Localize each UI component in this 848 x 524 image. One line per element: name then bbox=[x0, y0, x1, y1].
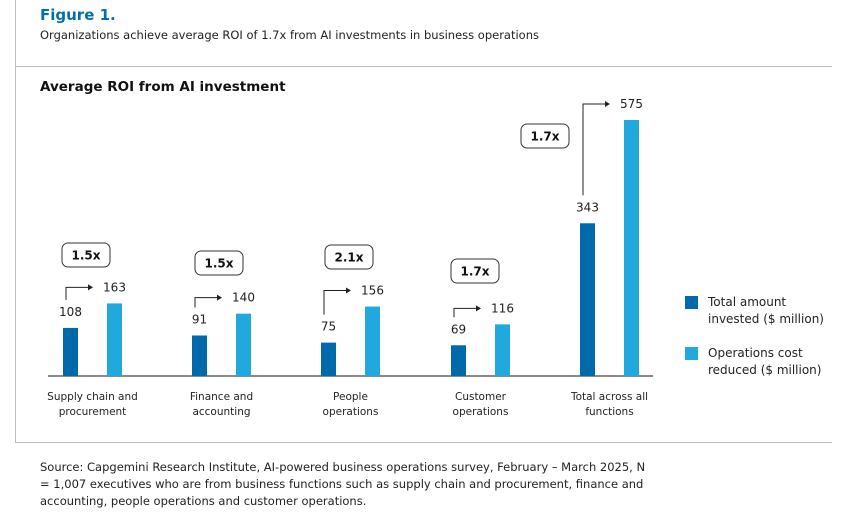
bar-reduced bbox=[365, 306, 380, 376]
roi-arrow bbox=[323, 290, 346, 315]
category-label: operations bbox=[323, 406, 379, 418]
source-note: Source: Capgemini Research Institute, AI… bbox=[40, 460, 646, 508]
legend-label: Total amount bbox=[708, 295, 787, 309]
arrow-head-icon bbox=[346, 287, 351, 294]
bar-invested bbox=[451, 345, 466, 376]
category-label: functions bbox=[585, 406, 633, 418]
left-border bbox=[15, 0, 16, 443]
arrow-head-icon bbox=[476, 305, 481, 312]
bar-invested bbox=[63, 327, 78, 376]
category-label: Supply chain and bbox=[47, 391, 138, 403]
roi-badge bbox=[324, 244, 374, 270]
roi-arrow bbox=[453, 307, 476, 318]
data-label: 156 bbox=[361, 284, 384, 298]
roi-badge bbox=[520, 123, 570, 149]
data-label: 163 bbox=[103, 280, 126, 294]
bar-reduced bbox=[236, 313, 251, 376]
arrow-head-icon bbox=[605, 101, 610, 107]
bar-invested bbox=[321, 342, 336, 376]
legend-label: Operations cost bbox=[708, 346, 803, 360]
data-label: 116 bbox=[491, 301, 514, 315]
roi-label: 1.7x bbox=[531, 130, 560, 144]
category-label: People bbox=[333, 391, 368, 403]
category-label: Total across all bbox=[570, 391, 648, 403]
data-label: 140 bbox=[232, 291, 255, 305]
bar-reduced bbox=[495, 324, 510, 376]
legend-swatch bbox=[685, 296, 698, 309]
figure-label: Figure 1. bbox=[40, 6, 116, 24]
legend-label: invested ($ million) bbox=[708, 312, 824, 326]
category-label: accounting bbox=[192, 406, 250, 418]
roi-label: 2.1x bbox=[335, 251, 364, 265]
roi-label: 1.5x bbox=[205, 257, 234, 271]
divider-top bbox=[15, 66, 832, 67]
category-label: operations bbox=[453, 406, 509, 418]
legend-swatch bbox=[685, 347, 698, 360]
chart-title: Average ROI from AI investment bbox=[40, 79, 286, 95]
divider-bottom bbox=[15, 442, 832, 443]
data-label: 91 bbox=[192, 312, 207, 326]
bar-reduced bbox=[107, 303, 122, 376]
roi-badge bbox=[194, 250, 244, 276]
arrow-head-icon bbox=[217, 294, 222, 301]
data-label: 108 bbox=[59, 305, 82, 319]
roi-label: 1.7x bbox=[461, 265, 490, 279]
data-label: 343 bbox=[576, 200, 599, 214]
roi-arrow bbox=[194, 297, 217, 308]
category-label: procurement bbox=[59, 406, 127, 418]
roi-badge bbox=[61, 242, 111, 268]
roi-arrow bbox=[582, 103, 605, 196]
roi-arrow bbox=[65, 286, 88, 300]
bar-invested bbox=[580, 223, 595, 376]
data-label: 69 bbox=[451, 322, 466, 336]
data-label: 575 bbox=[620, 97, 643, 111]
bar-reduced bbox=[624, 120, 639, 376]
data-label: 75 bbox=[321, 320, 336, 334]
roi-label: 1.5x bbox=[72, 249, 101, 263]
roi-badge bbox=[450, 258, 500, 284]
figure-subtitle: Organizations achieve average ROI of 1.7… bbox=[40, 28, 539, 42]
category-label: Finance and bbox=[190, 391, 253, 403]
legend-label: reduced ($ million) bbox=[708, 363, 822, 377]
bar-invested bbox=[192, 335, 207, 376]
arrow-head-icon bbox=[88, 284, 93, 291]
category-label: Customer bbox=[455, 391, 507, 403]
